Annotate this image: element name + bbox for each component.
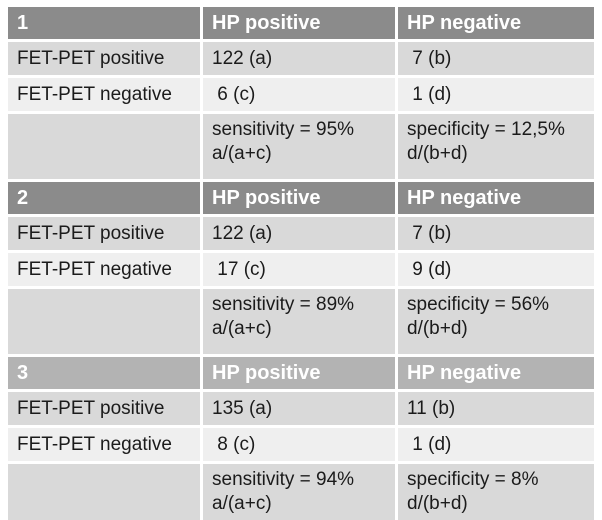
- table-number-cell: 1: [8, 7, 200, 39]
- specificity-cell: specificity = 8% d/(b+d): [398, 464, 594, 520]
- empty-cell: [8, 114, 200, 179]
- contingency-tables: 1 HP positive HP negative FET-PET positi…: [5, 4, 597, 520]
- table-3-calc-row: sensitivity = 94% a/(a+c) specificity = …: [8, 464, 594, 520]
- table-3-header-row: 3 HP positive HP negative: [8, 357, 594, 389]
- row-label-cell: FET-PET negative: [8, 78, 200, 111]
- value-cell-d: 9 (d): [398, 253, 594, 286]
- value-cell-c: 6 (c): [203, 78, 395, 111]
- empty-cell: [8, 289, 200, 354]
- specificity-cell: specificity = 12,5% d/(b+d): [398, 114, 594, 179]
- table-2-calc-row: sensitivity = 89% a/(a+c) specificity = …: [8, 289, 594, 354]
- table-number-cell: 3: [8, 357, 200, 389]
- hp-negative-header-cell: HP negative: [398, 182, 594, 214]
- hp-negative-header-cell: HP negative: [398, 357, 594, 389]
- table-3-fetpet-negative-row: FET-PET negative 8 (c) 1 (d): [8, 428, 594, 461]
- specificity-cell: specificity = 56% d/(b+d): [398, 289, 594, 354]
- table-2-fetpet-positive-row: FET-PET positive 122 (a) 7 (b): [8, 217, 594, 250]
- hp-negative-header-cell: HP negative: [398, 7, 594, 39]
- hp-positive-header-cell: HP positive: [203, 182, 395, 214]
- table-3-fetpet-positive-row: FET-PET positive 135 (a) 11 (b): [8, 392, 594, 425]
- hp-positive-header-cell: HP positive: [203, 7, 395, 39]
- row-label-cell: FET-PET positive: [8, 217, 200, 250]
- table-1-calc-row: sensitivity = 95% a/(a+c) specificity = …: [8, 114, 594, 179]
- value-cell-a: 122 (a): [203, 42, 395, 75]
- sensitivity-cell: sensitivity = 95% a/(a+c): [203, 114, 395, 179]
- row-label-cell: FET-PET negative: [8, 428, 200, 461]
- value-cell-a: 122 (a): [203, 217, 395, 250]
- table-1-fetpet-positive-row: FET-PET positive 122 (a) 7 (b): [8, 42, 594, 75]
- row-label-cell: FET-PET positive: [8, 392, 200, 425]
- table-2-header-row: 2 HP positive HP negative: [8, 182, 594, 214]
- table-2-fetpet-negative-row: FET-PET negative 17 (c) 9 (d): [8, 253, 594, 286]
- value-cell-d: 1 (d): [398, 428, 594, 461]
- value-cell-b: 11 (b): [398, 392, 594, 425]
- table-1-header-row: 1 HP positive HP negative: [8, 7, 594, 39]
- sensitivity-cell: sensitivity = 89% a/(a+c): [203, 289, 395, 354]
- value-cell-c: 17 (c): [203, 253, 395, 286]
- table-number-cell: 2: [8, 182, 200, 214]
- value-cell-c: 8 (c): [203, 428, 395, 461]
- value-cell-d: 1 (d): [398, 78, 594, 111]
- value-cell-a: 135 (a): [203, 392, 395, 425]
- row-label-cell: FET-PET negative: [8, 253, 200, 286]
- row-label-cell: FET-PET positive: [8, 42, 200, 75]
- table-1-fetpet-negative-row: FET-PET negative 6 (c) 1 (d): [8, 78, 594, 111]
- value-cell-b: 7 (b): [398, 217, 594, 250]
- value-cell-b: 7 (b): [398, 42, 594, 75]
- sensitivity-cell: sensitivity = 94% a/(a+c): [203, 464, 395, 520]
- hp-positive-header-cell: HP positive: [203, 357, 395, 389]
- empty-cell: [8, 464, 200, 520]
